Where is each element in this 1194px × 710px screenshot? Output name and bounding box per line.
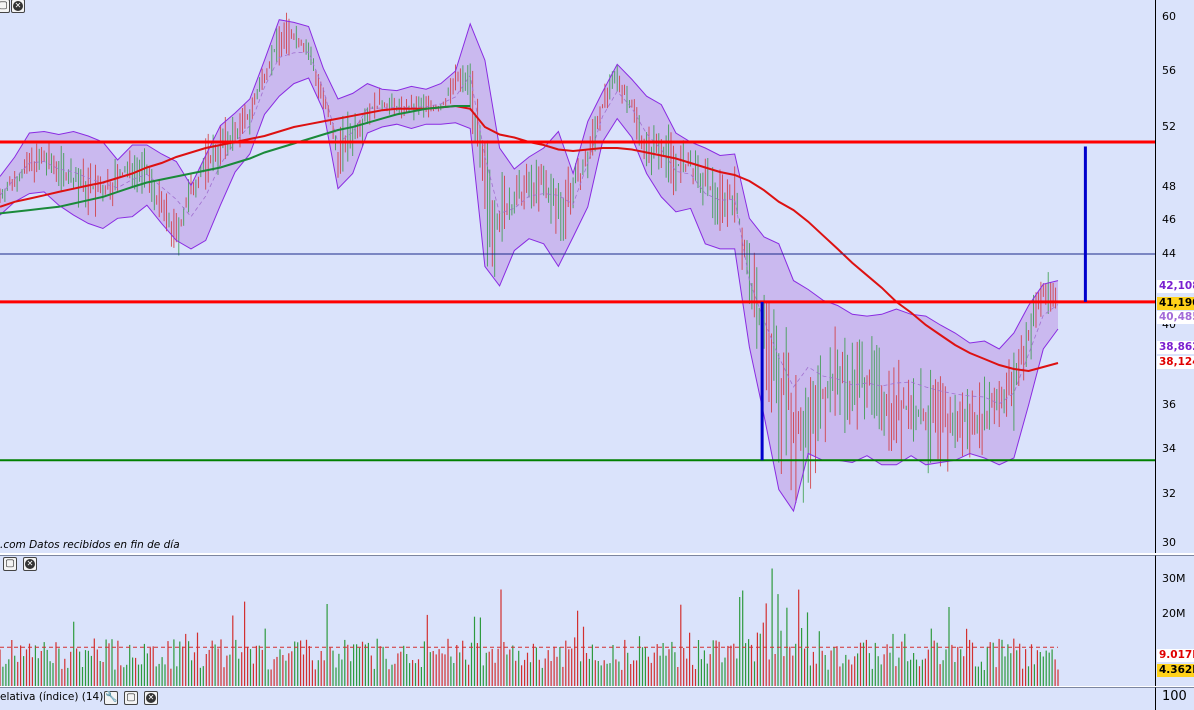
price-value-tag: 42,108 bbox=[1157, 280, 1194, 293]
price-chart bbox=[0, 12, 1155, 513]
volume-tick-label: 20M bbox=[1162, 607, 1186, 620]
mid-moving-average-line bbox=[0, 105, 471, 215]
price-axis[interactable]: 605652484644403634323042,10841,19040,485… bbox=[1155, 0, 1194, 553]
close-icon: ✕ bbox=[25, 559, 35, 569]
volume-tick-label: 30M bbox=[1162, 572, 1186, 585]
indicator-tick-label: 100 bbox=[1162, 689, 1187, 704]
price-tick-label: 60 bbox=[1162, 10, 1176, 23]
price-chart-panel[interactable]: ▢ ✕ .com Datos recibidos en fin de día bbox=[0, 0, 1155, 553]
price-value-tag: 38,124 bbox=[1157, 356, 1194, 369]
close-icon: ✕ bbox=[146, 693, 156, 703]
settings-button[interactable]: 🔧 bbox=[104, 691, 118, 705]
volume-axis[interactable]: 30M 20M 9.017K 4.362K bbox=[1155, 555, 1194, 686]
price-value-tag: 40,485 bbox=[1157, 311, 1194, 324]
price-value-tag: 41,190 bbox=[1157, 297, 1194, 310]
price-tick-label: 44 bbox=[1162, 247, 1176, 260]
close-button[interactable]: ✕ bbox=[144, 691, 158, 705]
indicator-title: elativa (índice) (14) bbox=[0, 691, 104, 703]
price-tick-label: 48 bbox=[1162, 180, 1176, 193]
price-tick-label: 52 bbox=[1162, 120, 1176, 133]
price-tick-label: 34 bbox=[1162, 442, 1176, 455]
volume-panel[interactable]: ▢ ✕ bbox=[0, 555, 1155, 686]
price-tick-label: 56 bbox=[1162, 64, 1176, 77]
maximize-button[interactable]: ▢ bbox=[0, 0, 10, 13]
price-tick-label: 30 bbox=[1162, 536, 1176, 549]
close-button[interactable]: ✕ bbox=[11, 0, 25, 13]
close-icon: ✕ bbox=[13, 1, 23, 11]
close-button[interactable]: ✕ bbox=[23, 557, 37, 571]
indicator-panel[interactable]: elativa (índice) (14) 🔧 ▢ ✕ bbox=[0, 687, 1155, 710]
data-source-caption: .com Datos recibidos en fin de día bbox=[0, 539, 180, 551]
volume-value-tag: 4.362K bbox=[1157, 664, 1194, 677]
middle-band-line bbox=[0, 51, 1059, 405]
price-tick-label: 32 bbox=[1162, 487, 1176, 500]
volume-chart bbox=[0, 568, 1059, 686]
bollinger-band-fill bbox=[0, 19, 1058, 512]
price-value-tag: 38,862 bbox=[1157, 341, 1194, 354]
wrench-icon: 🔧 bbox=[105, 692, 118, 703]
price-tick-label: 46 bbox=[1162, 213, 1176, 226]
price-tick-label: 36 bbox=[1162, 398, 1176, 411]
maximize-button[interactable]: ▢ bbox=[3, 557, 17, 571]
maximize-button[interactable]: ▢ bbox=[124, 691, 138, 705]
upper-band-line bbox=[0, 19, 1059, 350]
indicator-axis[interactable]: 100 bbox=[1155, 687, 1194, 710]
volume-value-tag: 9.017K bbox=[1157, 649, 1194, 662]
lower-band-line bbox=[0, 77, 1059, 513]
